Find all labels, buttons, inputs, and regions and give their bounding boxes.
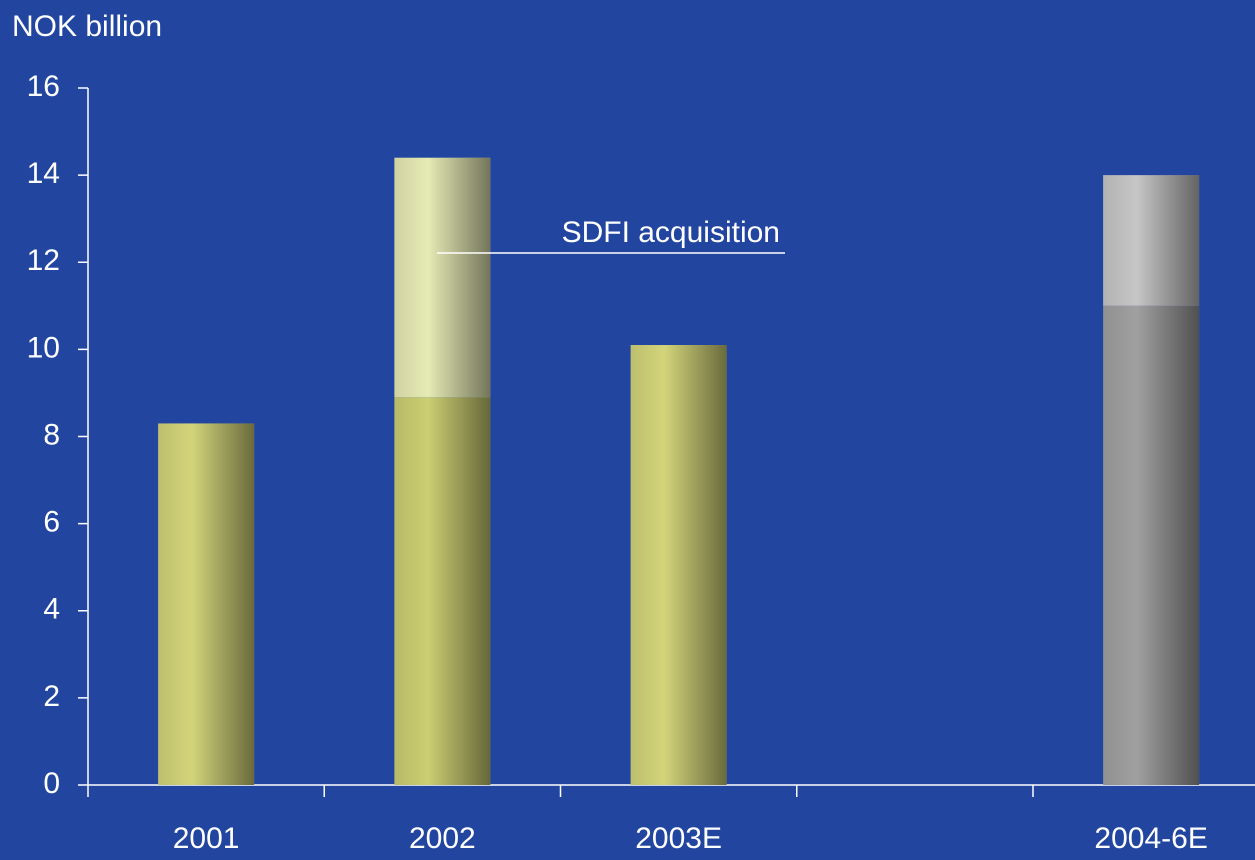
bar-shade (1103, 305, 1200, 785)
x-tick-label: 2002 (409, 822, 476, 855)
bar-shade (394, 397, 491, 785)
y-tick-label: 4 (43, 593, 60, 626)
x-tick-label: 2004-6E (1094, 822, 1207, 855)
y-tick-label: 6 (43, 506, 60, 539)
y-tick-label: 14 (27, 157, 60, 190)
bar-shade (158, 423, 255, 785)
annotation: SDFI acquisition (562, 216, 780, 249)
bar-shade (394, 157, 491, 398)
bar-shade (630, 345, 727, 785)
y-tick-label: 8 (43, 418, 60, 451)
y-tick-label: 0 (43, 767, 60, 800)
y-tick-label: 10 (27, 331, 60, 364)
y-tick-label: 2 (43, 680, 60, 713)
x-tick-label: 2003E (635, 822, 722, 855)
y-tick-label: 16 (27, 70, 60, 103)
y-tick-label: 12 (27, 244, 60, 277)
axis-title: NOK billion (12, 10, 162, 43)
bar-shade (1103, 175, 1200, 306)
x-tick-label: 2001 (173, 822, 240, 855)
